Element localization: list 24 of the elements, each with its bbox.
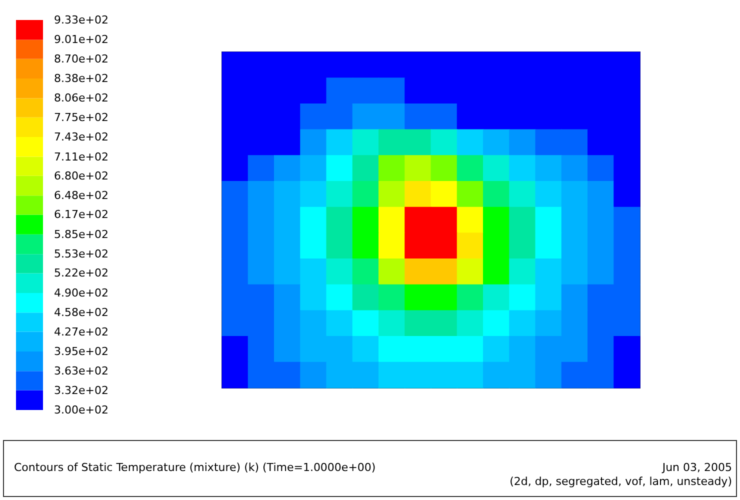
color-bar-label: 5.53e+02 (54, 248, 108, 261)
color-bar-label: 6.48e+02 (54, 189, 108, 202)
color-bar-label: 4.58e+02 (54, 306, 108, 320)
color-bar-label: 4.90e+02 (54, 286, 108, 300)
color-bar-label: 8.06e+02 (54, 92, 108, 105)
color-bar-label: 7.75e+02 (54, 110, 108, 124)
color-bar-label: 7.43e+02 (54, 130, 108, 144)
color-bar-label: 5.85e+02 (54, 228, 108, 241)
color-bar-label: 3.32e+02 (54, 384, 108, 397)
color-bar-label: 4.27e+02 (54, 325, 108, 338)
color-bar-label: 9.33e+02 (54, 14, 108, 26)
color-bar-label: 7.11e+02 (54, 150, 108, 164)
color-bar-label: 8.38e+02 (54, 72, 108, 86)
color-bar-label: 8.70e+02 (54, 52, 108, 66)
color-bar-label: 3.00e+02 (54, 404, 108, 416)
color-bar-label: 6.17e+02 (54, 208, 108, 222)
color-bar-label: 3.63e+02 (54, 364, 108, 378)
color-bar-label: 6.80e+02 (54, 169, 108, 182)
text: (2d, dp, segregated, vof, lam, unsteady) (510, 475, 732, 488)
text: Jun 03, 2005 (662, 461, 732, 474)
color-bar-label: 9.01e+02 (54, 33, 108, 46)
color-bar-label: 5.22e+02 (54, 266, 108, 280)
color-bar-label: 3.95e+02 (54, 344, 108, 358)
text: Contours of Static Temperature (mixture) (k) (Time=1.0000e+00) (14, 461, 376, 474)
